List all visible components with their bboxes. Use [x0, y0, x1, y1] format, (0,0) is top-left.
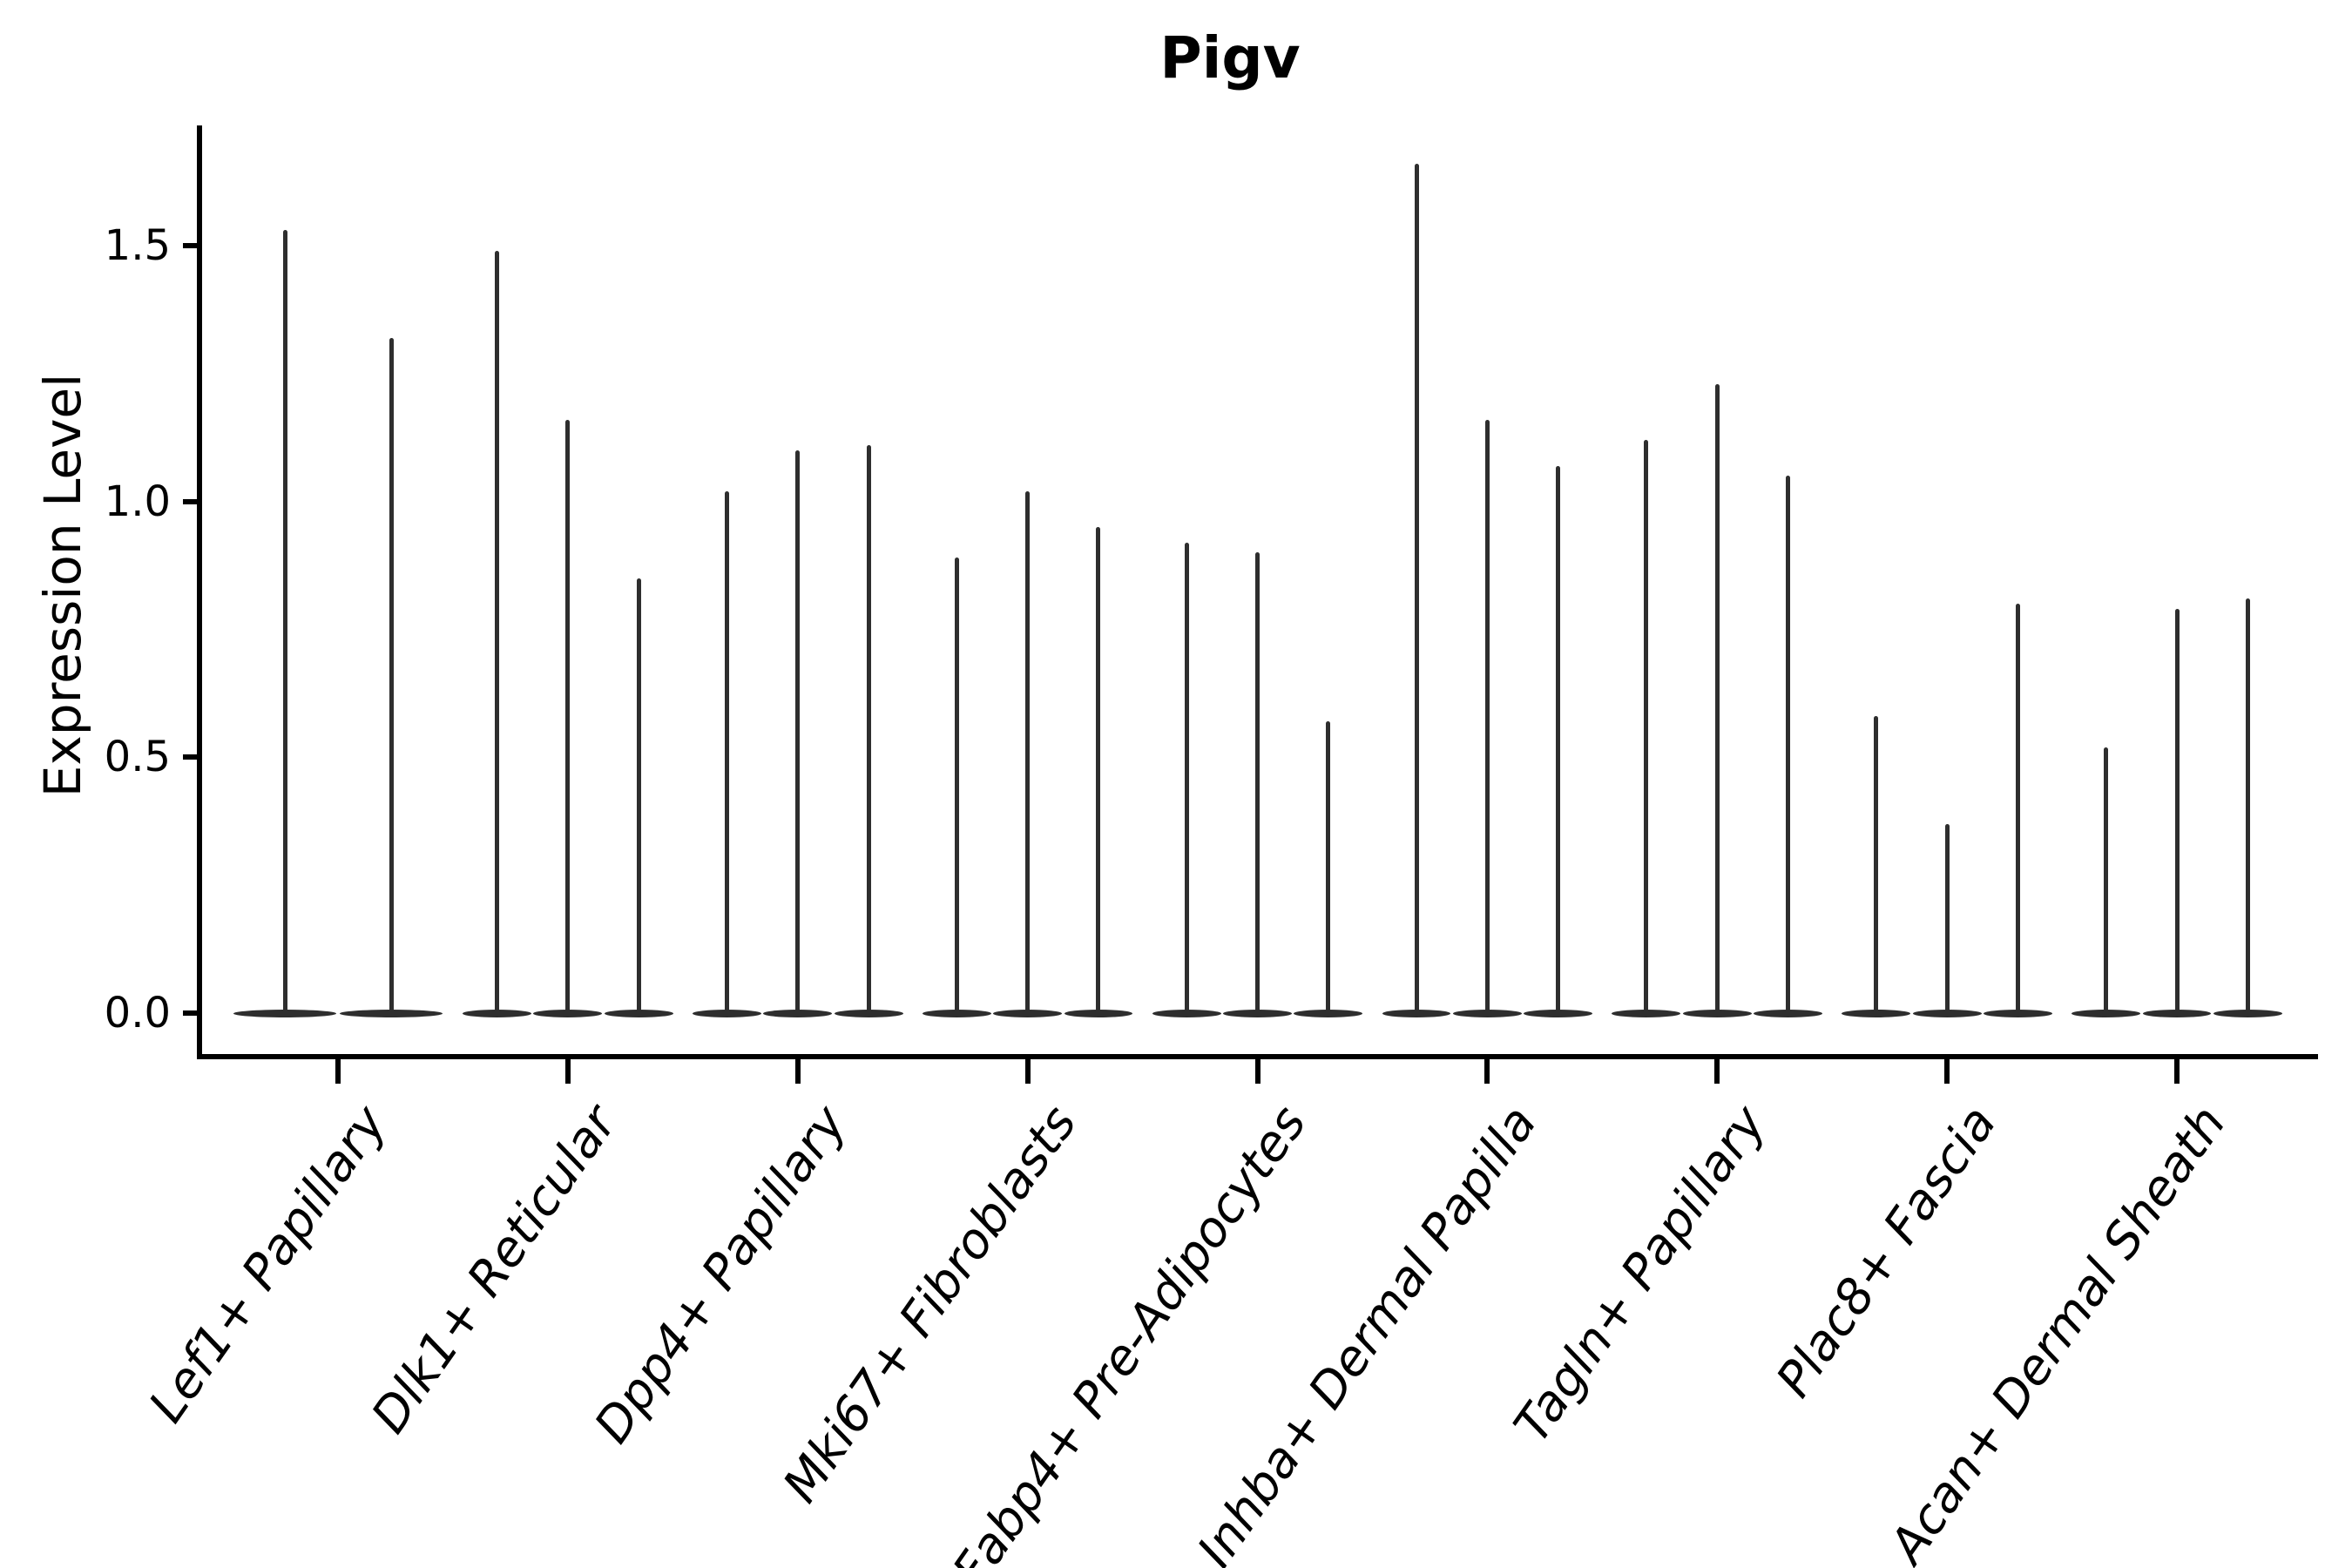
violin-base [2142, 1009, 2212, 1017]
violin-base [1984, 1009, 2052, 1017]
violin-spike [2245, 598, 2250, 1013]
y-tick-mark [183, 498, 197, 504]
y-tick-mark [183, 754, 197, 760]
violin-base [1064, 1009, 1133, 1017]
violin-base [922, 1009, 991, 1017]
violin-spike [389, 337, 394, 1013]
violin-spike [1786, 476, 1791, 1013]
violin-spike [2174, 609, 2180, 1013]
violin-spike [1255, 552, 1260, 1013]
violin-base [763, 1009, 833, 1017]
x-tick-mark [1944, 1059, 1950, 1084]
x-tick-label: Dlk1+ Reticular [361, 1096, 629, 1443]
violin-spike [1184, 542, 1189, 1013]
violin-base [1524, 1009, 1593, 1017]
y-tick-label: 0.5 [104, 733, 171, 782]
violin-base [1842, 1009, 1911, 1017]
violin-base [604, 1009, 673, 1017]
violin-spike [1644, 440, 1649, 1013]
x-tick-mark [1714, 1059, 1720, 1084]
y-tick-mark [183, 1010, 197, 1016]
violin-base [1612, 1009, 1681, 1017]
plot-title: Pigv [1159, 24, 1301, 91]
violin-base [2072, 1009, 2141, 1017]
violin-spike [495, 250, 500, 1013]
violin-spike [1556, 465, 1561, 1013]
violin-base [1382, 1009, 1451, 1017]
violin-spike [724, 490, 729, 1013]
violin-base [1754, 1009, 1823, 1017]
x-tick-mark [1484, 1059, 1490, 1084]
y-tick-label: 1.0 [104, 476, 171, 526]
x-tick-mark [1254, 1059, 1260, 1084]
violin-spike [2104, 747, 2109, 1013]
violin-spike [1484, 419, 1490, 1013]
violin-base [834, 1009, 903, 1017]
x-tick-label: Plac8+ Fascia [1765, 1096, 2008, 1408]
x-tick-mark [794, 1059, 801, 1084]
violin-spike [1096, 527, 1101, 1013]
violin-spike [1025, 490, 1031, 1013]
violin-spike [1944, 823, 1950, 1013]
violin-base [533, 1009, 603, 1017]
violin-base [1912, 1009, 1982, 1017]
violin-base [1682, 1009, 1752, 1017]
violin-spike [2015, 604, 2020, 1013]
x-tick-mark [335, 1059, 341, 1084]
violin-base [463, 1009, 531, 1017]
violin-base [1223, 1009, 1292, 1017]
x-tick-mark [564, 1059, 571, 1084]
violin-spike [795, 449, 801, 1013]
violin-base [2213, 1009, 2282, 1017]
x-tick-mark [1024, 1059, 1031, 1084]
violin-spike [565, 419, 571, 1013]
violin-spike [282, 230, 287, 1013]
x-tick-label: Tagln+ Papillary [1504, 1096, 1778, 1453]
violin-spike [866, 445, 871, 1013]
violin-base [993, 1009, 1063, 1017]
x-tick-mark [2174, 1059, 2180, 1084]
violin-base [339, 1009, 443, 1017]
violin-spike [1714, 383, 1720, 1013]
violin-base [692, 1009, 761, 1017]
violin-spike [954, 558, 959, 1013]
y-tick-label: 0.0 [104, 989, 171, 1037]
violin-base [1152, 1009, 1221, 1017]
violin-spike [1874, 716, 1879, 1013]
violin-spike [1326, 721, 1331, 1013]
x-tick-label: Dpp4+ Papillary [584, 1096, 858, 1454]
y-tick-mark [183, 243, 197, 249]
violin-base [1294, 1009, 1363, 1017]
y-tick-label: 1.5 [104, 221, 171, 271]
violin-spike [636, 578, 641, 1013]
violin-base [1452, 1009, 1522, 1017]
violin-base [233, 1009, 337, 1017]
violin-spike [1414, 164, 1419, 1013]
x-tick-label: Lef1+ Papillary [139, 1096, 399, 1433]
plot-area [197, 125, 2318, 1059]
